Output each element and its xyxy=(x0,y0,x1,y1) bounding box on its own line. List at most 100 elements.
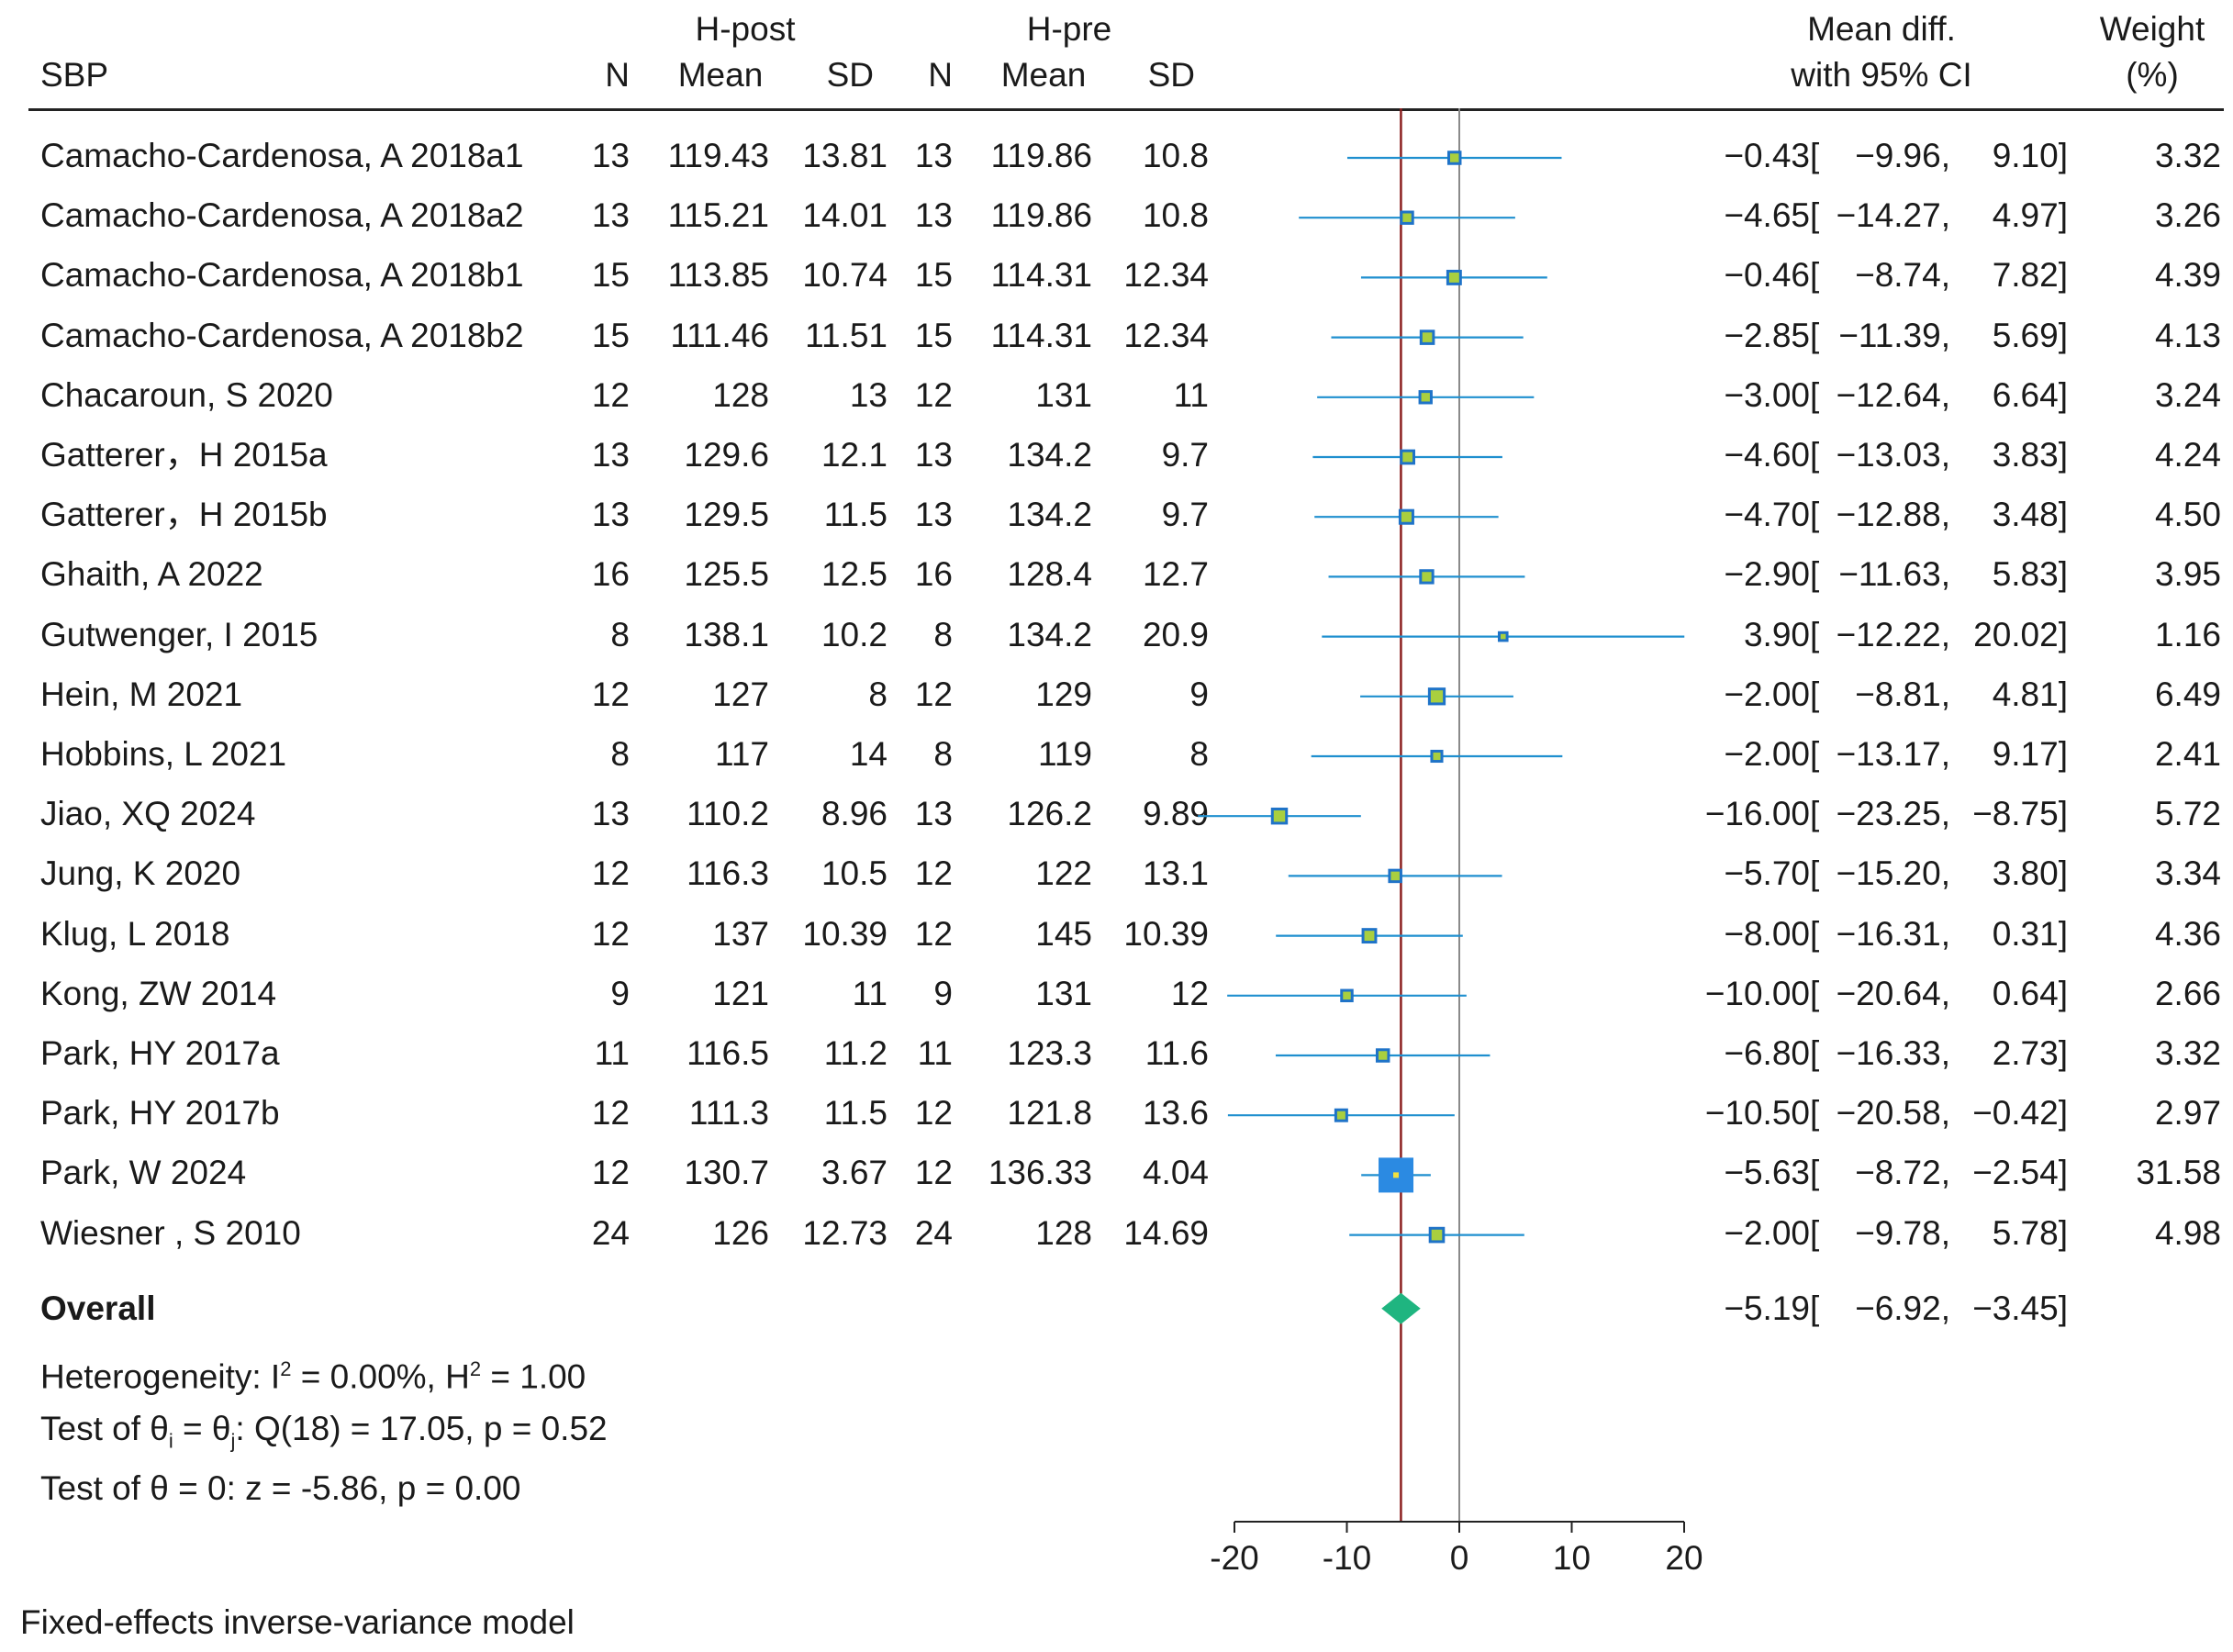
study-name: Camacho-Cardenosa, A 2018b1 xyxy=(40,256,524,295)
effect-est: −0.43 xyxy=(1724,137,1810,174)
col-sd-post: SD xyxy=(826,56,874,94)
ci-lower: −13.17, xyxy=(1836,735,1950,773)
sd-post: 8.96 xyxy=(821,795,888,833)
weight-value: 5.72 xyxy=(2154,795,2221,833)
mean-post: 137 xyxy=(712,914,769,953)
ci-upper: 2.73] xyxy=(1992,1034,2068,1072)
mean-post: 119.43 xyxy=(667,137,769,174)
mean-post: 125.5 xyxy=(684,555,769,594)
study-marker xyxy=(1388,868,1402,884)
ci-lower: −13.03, xyxy=(1836,436,1950,474)
study-name: Kong, ZW 2014 xyxy=(40,974,277,1012)
n-pre: 12 xyxy=(914,914,953,953)
n-post: 24 xyxy=(591,1213,630,1252)
model-footnote: Fixed-effects inverse-variance model xyxy=(20,1603,575,1641)
n-pre: 12 xyxy=(914,854,953,893)
ci-bracket: [ xyxy=(1810,375,1820,414)
n-post: 13 xyxy=(591,196,630,235)
sd-pre: 12 xyxy=(1170,974,1209,1012)
n-post: 12 xyxy=(591,854,630,893)
ci-lower: −11.39, xyxy=(1838,316,1950,354)
effect-est: −5.70 xyxy=(1724,854,1810,893)
ci-lower: −14.27, xyxy=(1836,196,1950,235)
n-post: 11 xyxy=(594,1034,630,1072)
ci-bracket: [ xyxy=(1810,974,1820,1012)
ci-upper: 5.69] xyxy=(1992,316,2068,354)
n-post: 13 xyxy=(591,795,630,833)
ci-upper: 6.64] xyxy=(1992,375,2068,414)
n-post: 8 xyxy=(610,735,630,773)
sd-post: 10.5 xyxy=(821,854,888,893)
n-post: 13 xyxy=(591,496,630,534)
n-pre: 12 xyxy=(914,675,953,713)
sd-post: 11.5 xyxy=(823,1094,888,1133)
n-post: 9 xyxy=(610,974,630,1012)
n-pre: 24 xyxy=(914,1213,953,1252)
x-tick-label: -20 xyxy=(1210,1539,1258,1577)
sd-post: 10.74 xyxy=(802,256,888,295)
study-marker xyxy=(1497,631,1509,642)
study-marker-dot xyxy=(1393,1172,1400,1178)
ci-upper: 0.64] xyxy=(1992,974,2068,1012)
mean-pre: 134.2 xyxy=(1007,615,1092,653)
effect-est: −2.00 xyxy=(1724,675,1810,713)
n-pre: 9 xyxy=(933,974,953,1012)
effect-est: −2.00 xyxy=(1724,1213,1810,1252)
weight-value: 4.98 xyxy=(2154,1213,2221,1252)
heterogeneity-text: Heterogeneity: I2 = 0.00%, H2 = 1.00 xyxy=(40,1357,586,1396)
n-post: 15 xyxy=(591,316,630,354)
sd-post: 11.2 xyxy=(823,1034,888,1072)
ci-upper: 3.83] xyxy=(1992,436,2068,474)
n-pre: 12 xyxy=(914,1154,953,1192)
ci-bracket: [ xyxy=(1810,196,1820,235)
overall-est: −5.19 xyxy=(1724,1289,1810,1327)
sd-pre: 12.34 xyxy=(1123,316,1209,354)
mean-pre: 121.8 xyxy=(1007,1094,1092,1133)
ci-upper: 20.02] xyxy=(1973,615,2068,653)
mean-post: 111.46 xyxy=(670,316,769,354)
n-pre: 12 xyxy=(914,1094,953,1133)
weight-header-2: (%) xyxy=(2126,56,2179,94)
x-tick-label: 0 xyxy=(1450,1539,1469,1577)
study-name: Park, W 2024 xyxy=(40,1154,247,1192)
weight-value: 6.49 xyxy=(2154,675,2221,713)
col-mean-post: Mean xyxy=(677,56,764,94)
effect-est: −4.65 xyxy=(1724,196,1810,235)
n-pre: 11 xyxy=(917,1034,953,1072)
n-pre: 8 xyxy=(933,615,953,653)
effect-est: −2.00 xyxy=(1724,735,1810,773)
study-name: Park, HY 2017b xyxy=(40,1094,280,1133)
ci-bracket: [ xyxy=(1810,735,1820,773)
sd-pre: 9.7 xyxy=(1161,496,1209,534)
study-marker xyxy=(1361,928,1378,944)
overall-bracket: [ xyxy=(1810,1289,1820,1327)
study-marker xyxy=(1334,1108,1348,1122)
ci-lower: −8.72, xyxy=(1855,1154,1950,1192)
ci-upper: −8.75] xyxy=(1972,795,2068,833)
study-marker xyxy=(1419,329,1435,345)
mean-pre: 128.4 xyxy=(1007,555,1092,594)
col-n-post: N xyxy=(605,56,630,94)
sd-pre: 13.6 xyxy=(1142,1094,1209,1133)
study-marker xyxy=(1446,151,1462,165)
mean-pre: 119.86 xyxy=(990,196,1092,235)
mean-post: 127 xyxy=(712,675,769,713)
sd-post: 11.5 xyxy=(823,496,888,534)
sd-post: 11 xyxy=(852,974,888,1012)
sd-pre: 9 xyxy=(1189,675,1209,713)
sd-post: 8 xyxy=(868,675,888,713)
ci-bracket: [ xyxy=(1810,1094,1820,1133)
weight-value: 3.26 xyxy=(2154,196,2221,235)
ci-bracket: [ xyxy=(1810,1034,1820,1072)
ci-bracket: [ xyxy=(1810,1154,1820,1192)
ci-upper: 4.97] xyxy=(1992,196,2068,235)
ci-bracket: [ xyxy=(1810,256,1820,295)
study-marker xyxy=(1340,988,1354,1003)
homogeneity-test-text: Test of θi = θj: Q(18) = 17.05, p = 0.52 xyxy=(40,1410,608,1453)
sd-pre: 10.39 xyxy=(1123,914,1209,953)
mean-post: 128 xyxy=(712,375,769,414)
sd-post: 13 xyxy=(849,375,888,414)
sd-post: 10.2 xyxy=(821,615,888,653)
sd-post: 13.81 xyxy=(802,137,888,174)
